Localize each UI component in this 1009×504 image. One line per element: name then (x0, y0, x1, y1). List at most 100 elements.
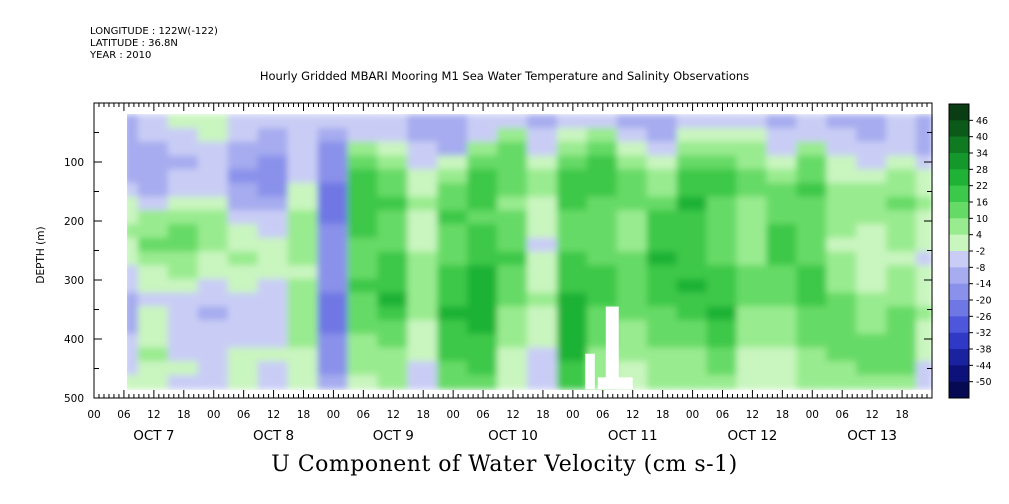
x-hour-tick-label: 00 (806, 409, 819, 421)
heatmap-cell (317, 114, 350, 129)
heatmap-cell (706, 224, 739, 239)
x-hour-tick-label: 12 (147, 409, 160, 421)
heatmap-cell (706, 292, 739, 308)
colorbar-swatch (949, 234, 969, 252)
heatmap-cell (916, 292, 933, 308)
heatmap-cell (137, 237, 170, 253)
heatmap-cell (736, 374, 769, 390)
y-tick-label: 500 (64, 393, 84, 405)
heatmap-cell (616, 237, 649, 253)
colorbar-swatch (949, 169, 969, 186)
heatmap-cell (676, 306, 709, 321)
heatmap-cell (796, 265, 829, 280)
colorbar-tick-label: 4 (976, 230, 982, 241)
heatmap-cell (227, 210, 260, 225)
heatmap-cell (257, 361, 290, 376)
heatmap-cell (127, 224, 140, 239)
heatmap-cell (257, 292, 290, 308)
heatmap-cell (377, 374, 410, 390)
heatmap-cell (646, 114, 679, 129)
heatmap-cell (197, 333, 230, 349)
x-day-tick-label: OCT 9 (373, 428, 414, 444)
heatmap-cell (227, 361, 260, 376)
heatmap-cell (736, 196, 769, 212)
heatmap-cell (616, 155, 649, 171)
heatmap-cell (706, 237, 739, 253)
heatmap-cell (796, 141, 829, 157)
heatmap-cell (467, 292, 499, 308)
heatmap-cell (227, 169, 260, 184)
colorbar-swatch (949, 202, 969, 219)
heatmap-cell (467, 333, 499, 349)
heatmap-cell (167, 361, 200, 376)
heatmap-cell (137, 347, 170, 363)
colorbar-swatch (949, 332, 969, 350)
heatmap-cell (197, 347, 230, 363)
heatmap-cell (317, 237, 350, 253)
heatmap-cell (856, 182, 889, 198)
heatmap-cell (676, 182, 709, 198)
colorbar-swatch (949, 218, 969, 235)
heatmap-cell (137, 306, 170, 321)
heatmap-cell (886, 224, 918, 239)
heatmap-cell (287, 128, 320, 143)
heatmap-cell (886, 320, 918, 335)
heatmap-cell (467, 196, 499, 212)
x-hour-tick-label: 12 (267, 409, 280, 421)
heatmap-cell (616, 169, 649, 184)
heatmap-cell (347, 114, 380, 129)
colorbar-swatch (949, 300, 969, 317)
heatmap-cell (437, 182, 470, 198)
heatmap-cell (287, 182, 320, 198)
heatmap-cell (287, 278, 320, 294)
heatmap-cell (826, 237, 859, 253)
x-hour-tick-label: 00 (566, 409, 579, 421)
heatmap-cell (856, 210, 889, 225)
heatmap-cell (736, 114, 769, 129)
heatmap-cell (407, 169, 440, 184)
heatmap-cell (646, 320, 679, 335)
x-hour-tick-label: 18 (417, 409, 430, 421)
heatmap-cell (556, 128, 589, 143)
heatmap-cell (167, 347, 200, 363)
heatmap-cell (317, 128, 350, 143)
heatmap-cell (586, 210, 619, 225)
heatmap-cell (347, 196, 380, 212)
heatmap-cell (227, 347, 260, 363)
heatmap-cell (556, 361, 589, 376)
heatmap-cell (736, 237, 769, 253)
heatmap-cell (127, 210, 140, 225)
heatmap-cell (317, 320, 350, 335)
heatmap-cell (796, 237, 829, 253)
heatmap-cell (127, 265, 140, 280)
heatmap-cell (826, 251, 859, 267)
heatmap-cell (527, 361, 559, 376)
heatmap-cell (916, 196, 933, 212)
heatmap-cell (317, 210, 350, 225)
heatmap-cell (736, 141, 769, 157)
heatmap-cell (556, 333, 589, 349)
heatmap-cell (676, 265, 709, 280)
heatmap-cell (467, 141, 499, 157)
heatmap-cell (257, 141, 290, 157)
heatmap-cell (437, 320, 470, 335)
heatmap-cell (377, 128, 410, 143)
colorbar-tick-label: -38 (976, 345, 992, 356)
heatmap-cell (586, 128, 619, 143)
heatmap-cell (886, 374, 918, 390)
heatmap-cell (616, 292, 649, 308)
heatmap-cell (227, 237, 260, 253)
heatmap-cell (437, 278, 470, 294)
heatmap-cell (706, 265, 739, 280)
heatmap-cell (736, 182, 769, 198)
heatmap-cell (287, 374, 320, 390)
colorbar-tick-label: -50 (976, 377, 992, 388)
heatmap-cell (227, 278, 260, 294)
heatmap-cell (886, 182, 918, 198)
heatmap-cell (646, 224, 679, 239)
heatmap-cell (437, 251, 470, 267)
heatmap-cell (676, 292, 709, 308)
heatmap-cell (347, 374, 380, 390)
colorbar-tick-label: 46 (976, 116, 988, 127)
